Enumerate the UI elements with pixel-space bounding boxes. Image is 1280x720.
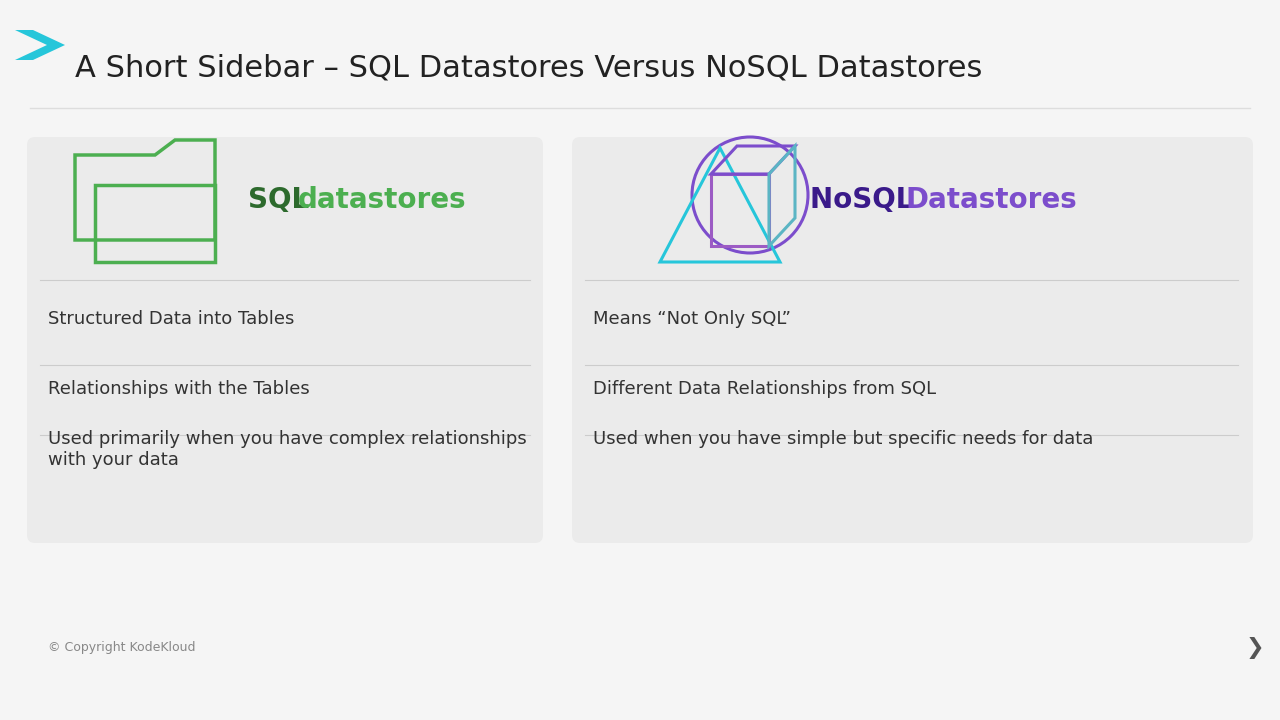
Text: Structured Data into Tables: Structured Data into Tables [49, 310, 294, 328]
Text: NoSQL: NoSQL [810, 186, 923, 214]
Polygon shape [15, 30, 65, 60]
Text: Datastores: Datastores [905, 186, 1076, 214]
Text: Used when you have simple but specific needs for data: Used when you have simple but specific n… [593, 430, 1093, 448]
FancyBboxPatch shape [572, 137, 1253, 543]
Text: Used primarily when you have complex relationships
with your data: Used primarily when you have complex rel… [49, 430, 527, 469]
Text: Relationships with the Tables: Relationships with the Tables [49, 380, 310, 398]
Text: Different Data Relationships from SQL: Different Data Relationships from SQL [593, 380, 936, 398]
Text: datastores: datastores [298, 186, 467, 214]
Text: A Short Sidebar – SQL Datastores Versus NoSQL Datastores: A Short Sidebar – SQL Datastores Versus … [76, 53, 982, 83]
Text: ❯: ❯ [1245, 637, 1265, 659]
Text: © Copyright KodeKloud: © Copyright KodeKloud [49, 642, 196, 654]
Text: Means “Not Only SQL”: Means “Not Only SQL” [593, 310, 791, 328]
Text: SQL: SQL [248, 186, 319, 214]
FancyBboxPatch shape [27, 137, 543, 543]
